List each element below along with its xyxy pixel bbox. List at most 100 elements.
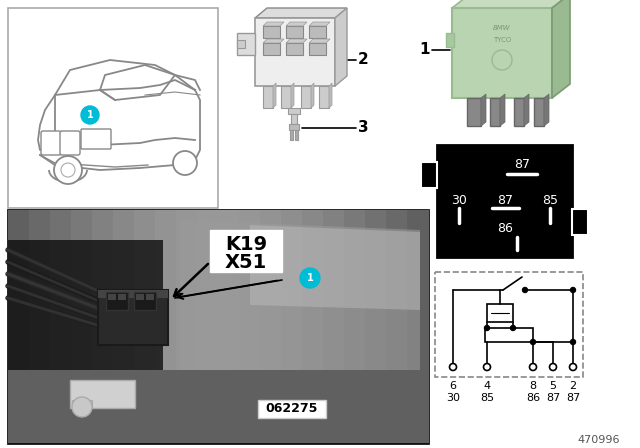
Polygon shape bbox=[552, 0, 570, 98]
FancyBboxPatch shape bbox=[60, 131, 80, 155]
Polygon shape bbox=[263, 39, 284, 43]
Bar bbox=[98, 290, 168, 298]
Polygon shape bbox=[309, 39, 330, 43]
Text: 4: 4 bbox=[483, 381, 491, 391]
FancyBboxPatch shape bbox=[81, 129, 111, 149]
Text: 87: 87 bbox=[566, 393, 580, 403]
Polygon shape bbox=[286, 39, 307, 43]
Text: 87: 87 bbox=[514, 159, 530, 172]
FancyBboxPatch shape bbox=[41, 131, 61, 155]
Bar bbox=[136, 294, 144, 300]
Circle shape bbox=[54, 156, 82, 184]
Bar bbox=[286, 26, 303, 38]
Circle shape bbox=[570, 288, 575, 293]
Bar bbox=[288, 108, 300, 114]
Circle shape bbox=[529, 363, 536, 370]
Text: 85: 85 bbox=[480, 393, 494, 403]
Text: 470996: 470996 bbox=[577, 435, 620, 445]
Bar bbox=[239, 210, 261, 443]
Bar bbox=[263, 43, 280, 55]
Bar bbox=[452, 8, 552, 98]
Polygon shape bbox=[255, 8, 347, 18]
Text: 87: 87 bbox=[546, 393, 560, 403]
Bar bbox=[155, 210, 177, 443]
Circle shape bbox=[522, 288, 527, 293]
Bar bbox=[344, 210, 366, 443]
Bar bbox=[437, 145, 572, 257]
Text: 3: 3 bbox=[358, 121, 369, 135]
Polygon shape bbox=[286, 22, 307, 26]
Bar bbox=[8, 210, 428, 443]
Bar bbox=[281, 210, 303, 443]
Bar bbox=[197, 210, 219, 443]
Bar bbox=[309, 26, 326, 38]
Bar bbox=[514, 98, 524, 126]
Polygon shape bbox=[481, 94, 486, 126]
Bar bbox=[534, 98, 544, 126]
Circle shape bbox=[484, 326, 490, 331]
Text: 6: 6 bbox=[449, 381, 456, 391]
Circle shape bbox=[173, 151, 197, 175]
Polygon shape bbox=[544, 94, 549, 126]
Bar bbox=[134, 210, 156, 443]
Circle shape bbox=[61, 163, 75, 177]
Bar bbox=[113, 210, 135, 443]
Polygon shape bbox=[572, 210, 587, 233]
Bar bbox=[50, 210, 72, 443]
Polygon shape bbox=[500, 94, 505, 126]
Polygon shape bbox=[180, 220, 420, 380]
Polygon shape bbox=[309, 22, 330, 26]
Polygon shape bbox=[524, 94, 529, 126]
Bar bbox=[106, 292, 128, 310]
Text: 1: 1 bbox=[86, 110, 93, 120]
Bar bbox=[263, 26, 280, 38]
Bar bbox=[92, 210, 114, 443]
Bar bbox=[29, 210, 51, 443]
Text: K19: K19 bbox=[225, 234, 267, 254]
Text: 5: 5 bbox=[550, 381, 557, 391]
Bar bbox=[435, 272, 583, 377]
Bar bbox=[260, 210, 282, 443]
Polygon shape bbox=[329, 83, 332, 108]
Bar bbox=[365, 210, 387, 443]
Bar bbox=[295, 130, 298, 140]
Text: 30: 30 bbox=[451, 194, 467, 207]
Circle shape bbox=[511, 326, 515, 331]
Polygon shape bbox=[250, 225, 420, 310]
Circle shape bbox=[300, 268, 320, 288]
Bar bbox=[71, 210, 93, 443]
Circle shape bbox=[81, 106, 99, 124]
Polygon shape bbox=[422, 163, 437, 187]
Bar bbox=[72, 400, 92, 408]
Polygon shape bbox=[291, 83, 294, 108]
Bar bbox=[98, 290, 168, 345]
Text: BMW: BMW bbox=[493, 25, 511, 31]
Text: 062275: 062275 bbox=[266, 402, 318, 415]
Bar bbox=[8, 240, 163, 423]
Text: X51: X51 bbox=[225, 253, 267, 271]
Polygon shape bbox=[452, 0, 570, 8]
Bar bbox=[8, 8, 218, 208]
Text: 2: 2 bbox=[358, 52, 369, 68]
Bar bbox=[290, 130, 293, 140]
Bar bbox=[319, 86, 329, 108]
Bar bbox=[176, 210, 198, 443]
Text: 86: 86 bbox=[526, 393, 540, 403]
Bar bbox=[467, 98, 481, 126]
Bar bbox=[289, 124, 299, 130]
Bar bbox=[218, 210, 240, 443]
Bar bbox=[301, 86, 311, 108]
Bar bbox=[302, 210, 324, 443]
Bar bbox=[70, 380, 135, 408]
Bar bbox=[281, 86, 291, 108]
Bar bbox=[291, 114, 297, 124]
Bar bbox=[258, 400, 326, 418]
Bar bbox=[8, 210, 30, 443]
Bar bbox=[323, 210, 345, 443]
Bar bbox=[134, 292, 156, 310]
Text: 8: 8 bbox=[529, 381, 536, 391]
Text: 85: 85 bbox=[542, 194, 558, 207]
Bar bbox=[146, 294, 154, 300]
Circle shape bbox=[570, 340, 575, 345]
Polygon shape bbox=[335, 8, 347, 86]
